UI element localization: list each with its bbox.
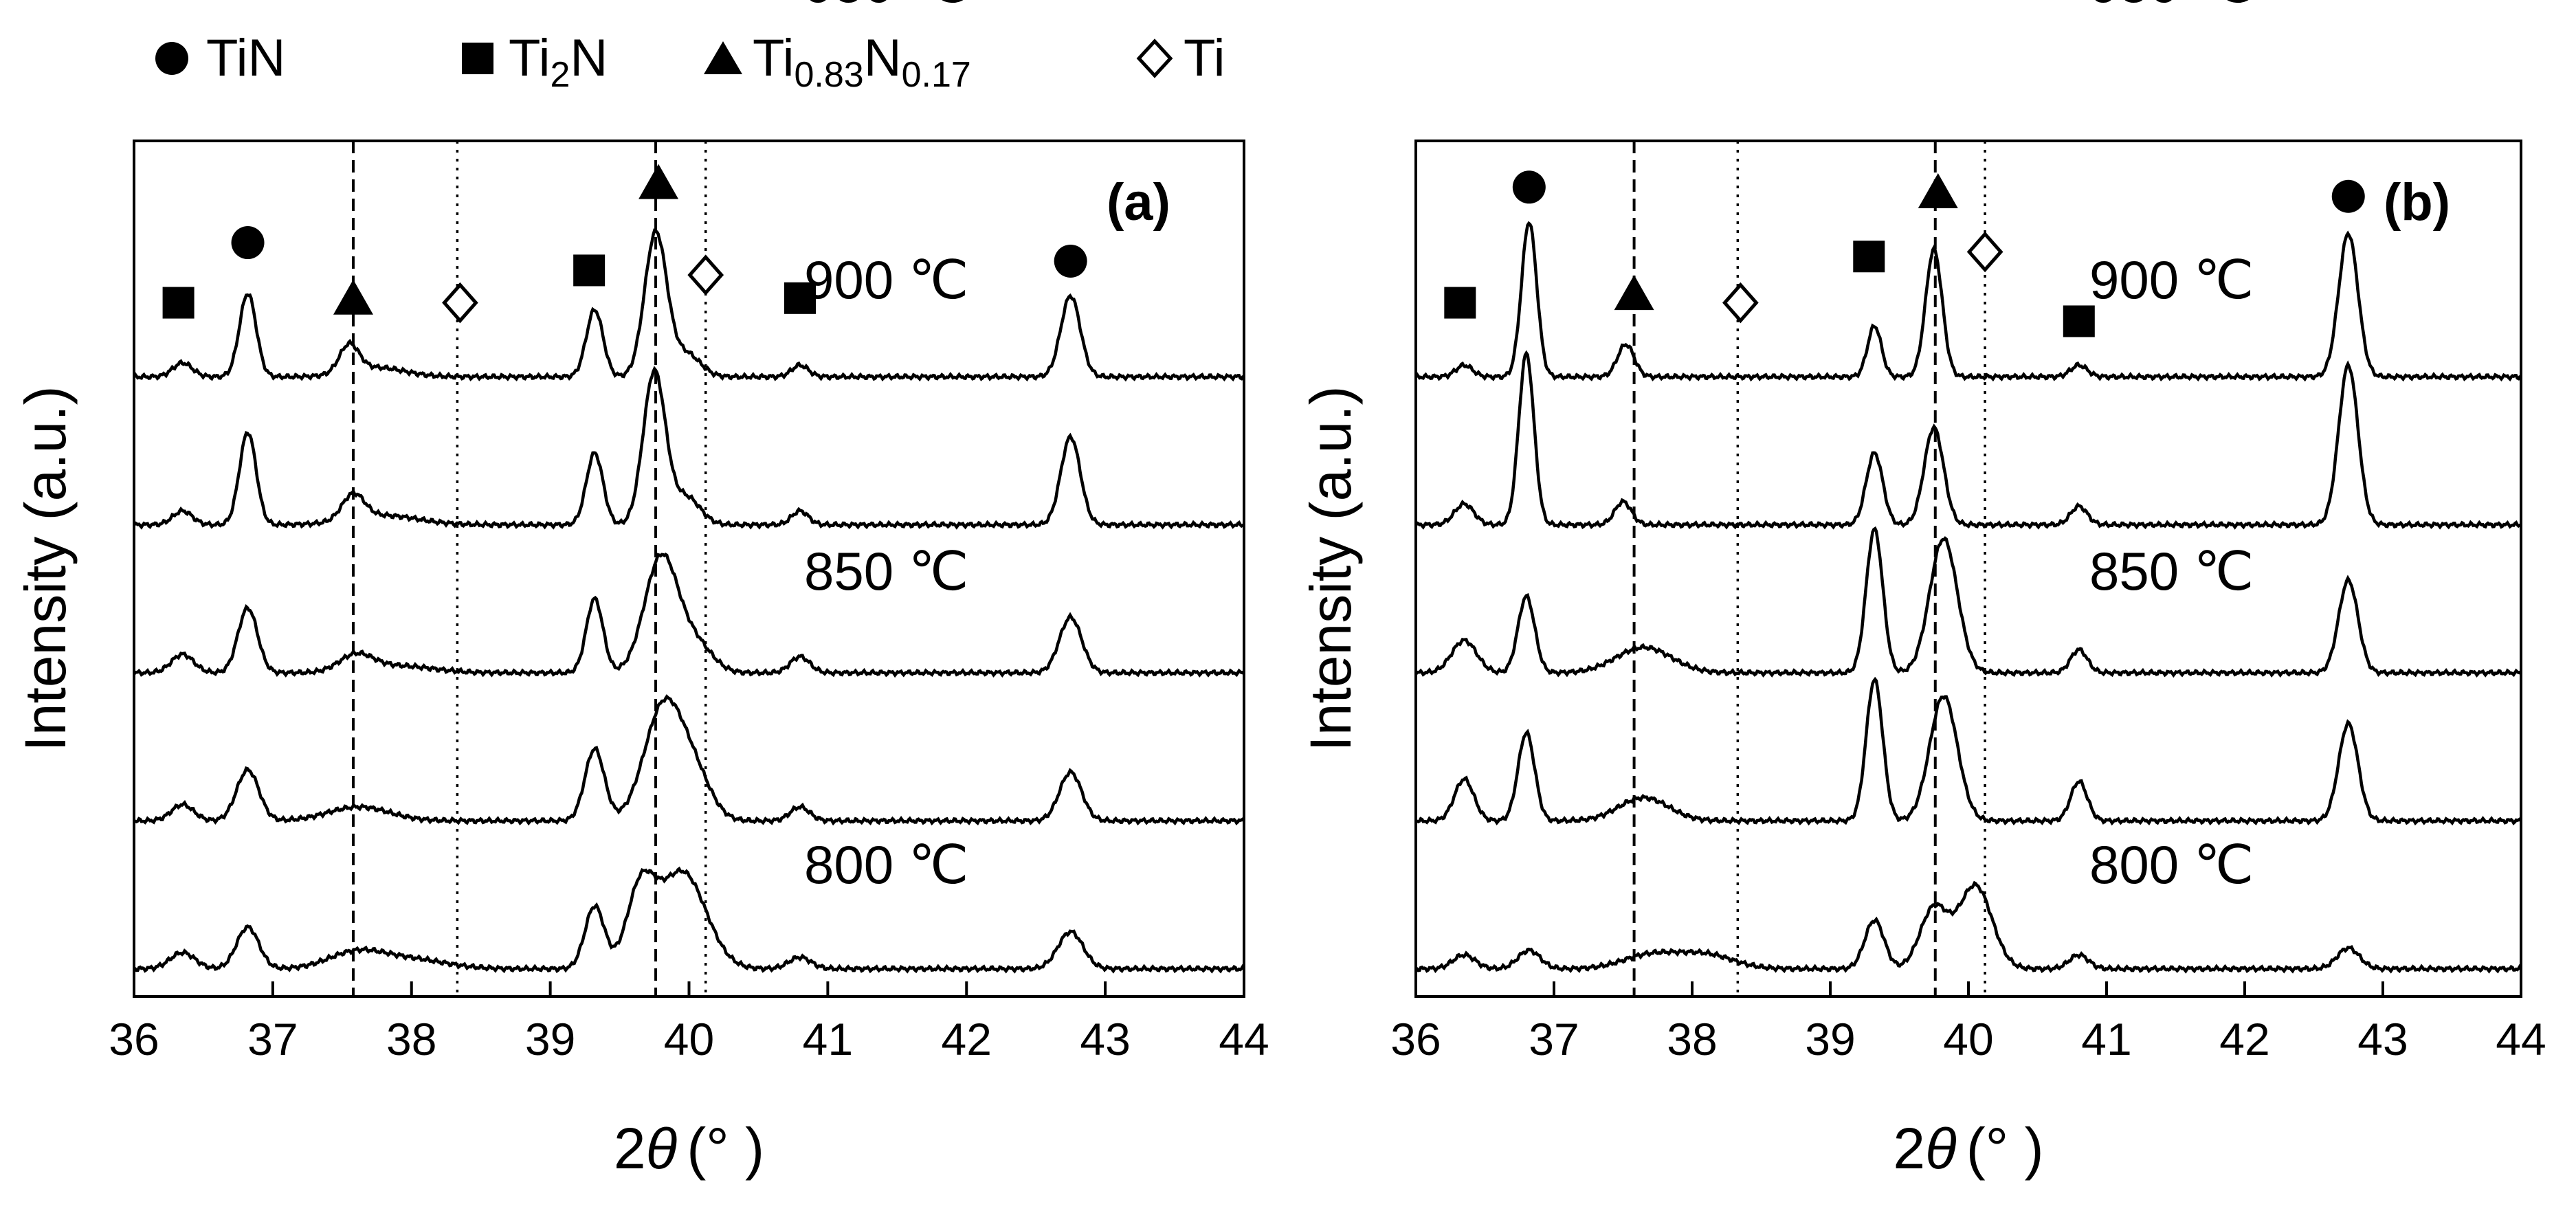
y-axis-title: Intensity (a.u.) — [13, 386, 78, 751]
curve-1000c — [1414, 221, 2522, 382]
x-tick-label: 43 — [2357, 1014, 2408, 1065]
temp-label-900: 900 ℃ — [2089, 249, 2254, 310]
curve-800c — [1415, 880, 2522, 974]
curve-800c — [133, 866, 1245, 974]
legend-tin-circle-icon — [155, 42, 188, 75]
temp-label-950: 950 ℃ — [804, 0, 968, 14]
x-tick-label: 36 — [1390, 1014, 1441, 1065]
phase-markers — [162, 164, 1087, 324]
marker-square-icon — [162, 287, 195, 319]
marker-diamond-icon — [442, 282, 478, 324]
temp-label-850: 850 ℃ — [804, 541, 968, 601]
x-tick-label: 44 — [2496, 1014, 2546, 1065]
marker-triangle-icon — [333, 279, 373, 315]
marker-circle-icon — [1512, 170, 1546, 204]
marker-triangle-icon — [639, 164, 679, 199]
curve-900c — [1414, 526, 2522, 678]
marker-circle-icon — [231, 226, 265, 260]
x-ticks: 36 37 38 39 40 41 42 43 44 — [1390, 981, 2546, 1065]
temp-label-800: 800 ℃ — [804, 834, 968, 895]
marker-circle-icon — [2331, 179, 2365, 213]
x-tick-label: 42 — [2219, 1014, 2269, 1065]
curve-850c — [133, 694, 1245, 826]
legend-ti2n-square-icon — [462, 43, 493, 74]
panel-label: (b) — [2384, 173, 2450, 232]
phase-markers — [1444, 170, 2365, 337]
y-axis-title: Intensity (a.u.) — [1298, 386, 1363, 751]
x-ticks: 36 37 38 39 40 41 42 43 44 — [109, 981, 1269, 1065]
curve-950c — [133, 366, 1245, 530]
temp-label-850: 850 ℃ — [2089, 541, 2254, 601]
marker-square-icon — [2063, 305, 2095, 337]
legend-ti-diamond-icon — [1136, 38, 1173, 78]
x-tick-label: 37 — [1529, 1014, 1579, 1065]
panel-label: (a) — [1107, 173, 1170, 232]
marker-square-icon — [784, 282, 816, 314]
marker-diamond-icon — [687, 254, 724, 296]
marker-square-icon — [1853, 241, 1885, 273]
x-tick-label: 42 — [942, 1014, 992, 1065]
legend-ti2n-label: Ti2N — [509, 29, 608, 95]
x-tick-label: 38 — [1667, 1014, 1717, 1065]
legend-ti083-triangle-icon — [704, 41, 742, 74]
xrd-curves — [1414, 221, 2522, 974]
marker-square-icon — [573, 254, 606, 287]
x-tick-label: 41 — [803, 1014, 853, 1065]
temp-label-950: 950 ℃ — [2089, 0, 2254, 14]
x-tick-label: 38 — [386, 1014, 436, 1065]
xrd-curves — [133, 228, 1245, 974]
x-tick-label: 36 — [109, 1014, 159, 1065]
x-axis-title: 2θ (° ) — [614, 1116, 764, 1181]
x-axis-title: 2θ (° ) — [1893, 1116, 2043, 1181]
x-tick-label: 39 — [525, 1014, 575, 1065]
marker-circle-icon — [1054, 244, 1087, 278]
legend-tin-label: TiN — [206, 29, 285, 87]
marker-diamond-icon — [1966, 231, 2003, 273]
marker-square-icon — [1444, 287, 1476, 319]
curve-900c — [133, 553, 1245, 678]
plot-frame — [133, 140, 1245, 998]
x-tick-label: 37 — [247, 1014, 298, 1065]
x-tick-label: 40 — [1943, 1014, 1993, 1065]
curve-850c — [1414, 676, 2522, 826]
temp-label-800: 800 ℃ — [2089, 834, 2254, 895]
x-tick-label: 39 — [1805, 1014, 1855, 1065]
x-tick-label: 43 — [1080, 1014, 1130, 1065]
legend-ti083-label: Ti0.83N0.17 — [753, 29, 971, 95]
x-tick-label: 40 — [664, 1014, 714, 1065]
legend-ti-label: Ti — [1184, 29, 1225, 87]
legend: TiN Ti2N Ti0.83N0.17 Ti — [155, 29, 1225, 95]
marker-triangle-icon — [1614, 275, 1654, 311]
curve-1000c — [133, 228, 1245, 382]
plot-frame — [1414, 140, 2522, 998]
x-tick-label: 44 — [1219, 1014, 1269, 1065]
marker-triangle-icon — [1918, 173, 1958, 209]
marker-diamond-icon — [1722, 282, 1759, 324]
x-tick-label: 41 — [2081, 1014, 2131, 1065]
temp-label-900: 900 ℃ — [804, 249, 968, 310]
curve-950c — [1414, 350, 2522, 530]
